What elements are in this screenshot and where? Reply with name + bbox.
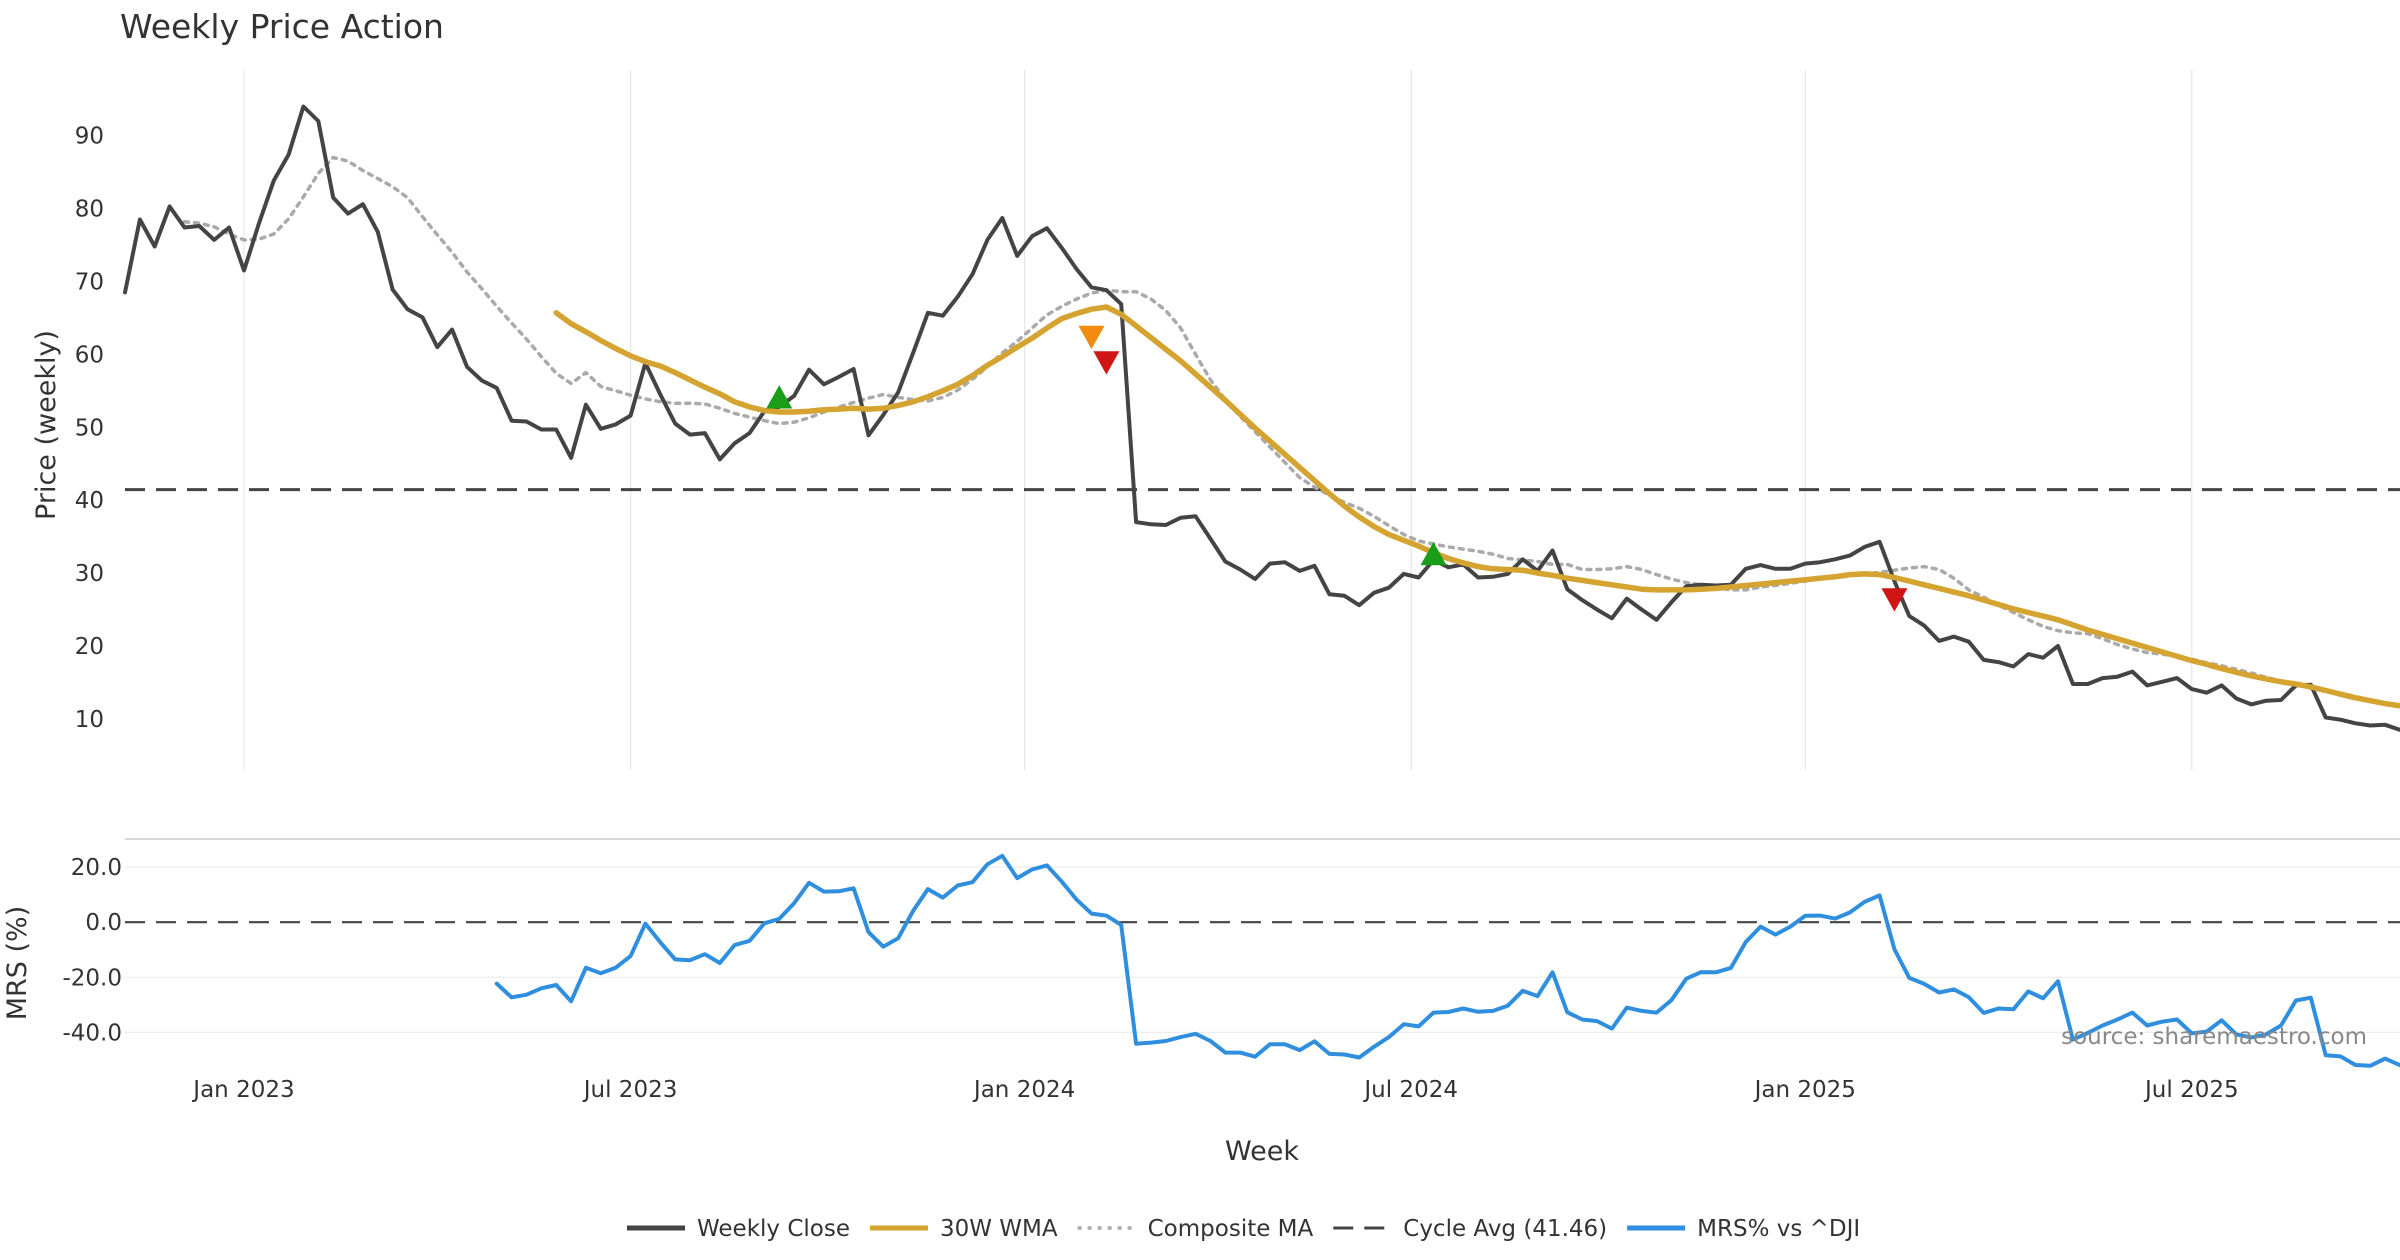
x-axis-label: Week [1225, 1136, 1299, 1167]
mrs-y-tick-label: 0.0 [85, 910, 122, 936]
x-tick-label: Jan 2023 [191, 1077, 294, 1103]
price-y-tick-label: 40 [75, 488, 104, 514]
price-series-layer [123, 104, 2400, 732]
sell-signal-marker [1881, 588, 1908, 612]
x-tick-label: Jul 2024 [1362, 1077, 1458, 1103]
weekly-close-line [123, 104, 2400, 732]
x-axis-ticks: Jan 2023 Jul 2023 Jan 2024 Jul 2024 Jan 2025… [191, 1077, 2238, 1103]
legend-label: MRS% vs ^DJI [1697, 1216, 1860, 1242]
price-y-tick-label: 10 [75, 707, 104, 733]
price-y-axis-label: Price (weekly) [31, 330, 62, 520]
buy-signal-marker [1420, 541, 1447, 566]
mrs-y-tick-label: -40.0 [62, 1020, 122, 1046]
price-y-ticks: 10 20 30 40 50 60 70 80 90 [75, 124, 104, 733]
mrs-y-tick-label: 20.0 [71, 855, 122, 881]
wma-30w-line [553, 304, 2400, 709]
x-tick-label: Jan 2024 [972, 1077, 1075, 1103]
legend-item: 30W WMA [869, 1216, 1058, 1242]
source-label: source: sharemaestro.com [2061, 1024, 2367, 1050]
legend-item: MRS% vs ^DJI [1627, 1216, 1860, 1242]
price-y-tick-label: 50 [75, 415, 104, 441]
legend-item: Composite MA [1077, 1216, 1314, 1242]
x-tick-label: Jul 2025 [2143, 1077, 2239, 1103]
legend-label: Cycle Avg (41.46) [1403, 1216, 1607, 1242]
chart-title: Weekly Price Action [120, 7, 444, 46]
signal-markers [766, 325, 1908, 612]
x-tick-label: Jan 2025 [1753, 1077, 1856, 1103]
mrs-series-layer [125, 853, 2400, 1068]
mrs-y-tick-label: -20.0 [62, 965, 122, 991]
mrs-y-ticks: 20.0 0.0 -20.0 -40.0 [62, 855, 122, 1046]
warn-signal-marker [1078, 325, 1105, 350]
sell-signal-marker [1093, 351, 1120, 375]
price-y-tick-label: 70 [75, 269, 104, 295]
legend-label: Composite MA [1148, 1216, 1314, 1242]
mrs-line [494, 853, 2400, 1068]
mrs-y-axis-label: MRS (%) [2, 906, 33, 1021]
legend-label: 30W WMA [940, 1216, 1058, 1242]
legend-label: Weekly Close [697, 1216, 850, 1242]
price-y-tick-label: 60 [75, 342, 104, 368]
legend-item: Weekly Close [627, 1216, 850, 1242]
buy-signal-marker [766, 385, 793, 409]
price-y-tick-label: 80 [75, 197, 104, 223]
price-gridlines [243, 70, 2193, 770]
legend: Weekly Close 30W WMA Composite MA Cycle Avg… [627, 1216, 1860, 1242]
legend-item: Cycle Avg (41.46) [1333, 1216, 1607, 1242]
price-y-tick-label: 20 [75, 634, 104, 660]
composite-ma-line [182, 155, 2400, 709]
price-y-tick-label: 90 [75, 124, 104, 150]
price-y-tick-label: 30 [75, 561, 104, 587]
mrs-gridlines [125, 838, 2400, 1034]
x-tick-label: Jul 2023 [582, 1077, 678, 1103]
